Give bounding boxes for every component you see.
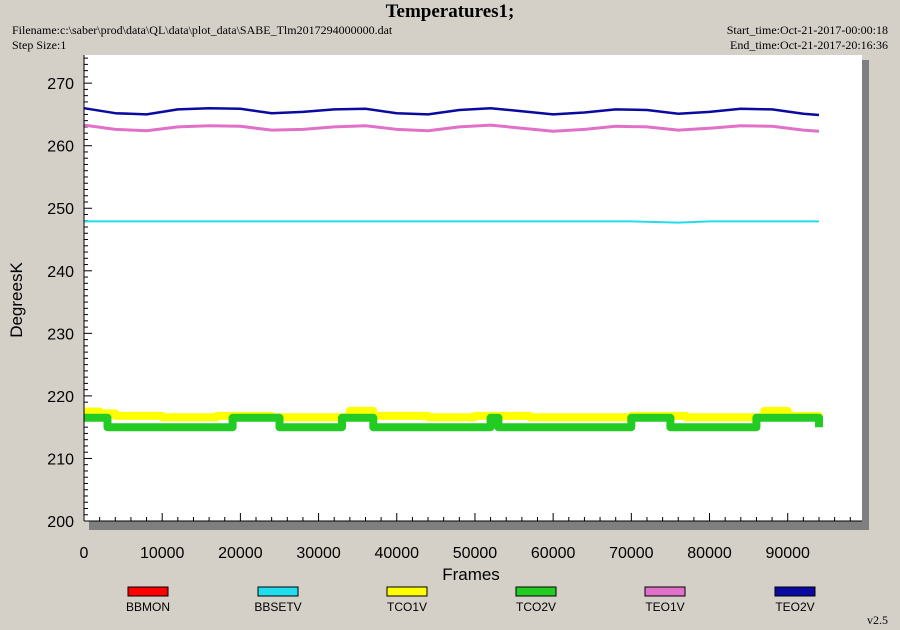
legend-swatch-bbsetv — [257, 586, 299, 597]
y-tick-label: 210 — [47, 451, 74, 468]
plot-area — [84, 55, 862, 521]
x-tick-label: 10000 — [140, 545, 185, 562]
end-time-label: End_time:Oct-21-2017-20:16:36 — [730, 38, 888, 52]
x-tick-label: 30000 — [296, 545, 341, 562]
legend-swatch-teo2v — [774, 586, 816, 597]
series-line-teo1v — [83, 123, 820, 133]
x-tick-label: 80000 — [687, 545, 732, 562]
y-tick-label: 270 — [47, 76, 74, 93]
start-time-label: Start_time:Oct-21-2017-00:00:18 — [726, 23, 888, 37]
step-size-label: Step Size:1 — [12, 38, 67, 52]
y-tick-label: 230 — [47, 326, 74, 343]
legend-swatch-teo1v — [644, 586, 686, 597]
series-line-teo2v — [83, 106, 820, 117]
y-tick-label: 260 — [47, 139, 74, 156]
series-line-tco2v — [84, 413, 823, 432]
x-axis-title: Frames — [442, 565, 500, 584]
version-label: v2.5 — [867, 613, 888, 627]
x-tick-label: 60000 — [531, 545, 576, 562]
y-axis-title: DegreesK — [7, 262, 26, 338]
x-tick-label: 40000 — [375, 545, 420, 562]
x-tick-label: 0 — [80, 545, 89, 562]
y-tick-label: 220 — [47, 389, 74, 406]
chart-title: Temperatures1; — [385, 1, 515, 22]
legend-label-teo1v: TEO1V — [645, 600, 684, 614]
legend-label-tco1v: TCO1V — [387, 600, 427, 614]
legend-label-bbmon: BBMON — [126, 600, 170, 614]
y-tick-label: 250 — [47, 201, 74, 218]
legend-label-tco2v: TCO2V — [516, 600, 556, 614]
series-line-bbsetv — [84, 220, 819, 224]
legend-label-bbsetv: BBSETV — [254, 600, 301, 614]
x-tick-label: 20000 — [218, 545, 263, 562]
x-tick-label: 50000 — [453, 545, 498, 562]
filename-label: Filename:c:\saber\prod\data\QL\data\plot… — [12, 23, 393, 37]
y-tick-label: 240 — [47, 264, 74, 281]
legend-label-teo2v: TEO2V — [775, 600, 814, 614]
legend-swatch-tco1v — [386, 586, 428, 597]
x-tick-label: 90000 — [765, 545, 810, 562]
legend-swatch-bbmon — [127, 586, 169, 597]
x-tick-label: 70000 — [609, 545, 654, 562]
y-tick-label: 200 — [47, 514, 74, 531]
legend-swatch-tco2v — [515, 586, 557, 597]
